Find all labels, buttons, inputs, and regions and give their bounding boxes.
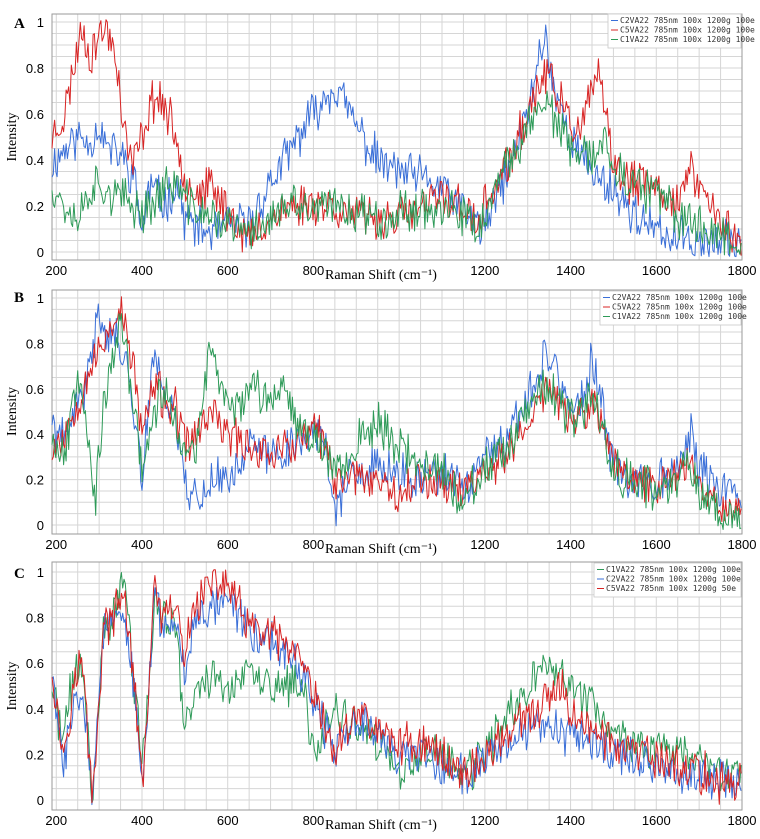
x-tick-label: 200 (45, 813, 67, 828)
y-tick-label: 0.8 (26, 611, 44, 626)
plot-frame (51, 13, 743, 261)
series-line-c-3 (51, 569, 742, 805)
legend-box (607, 13, 742, 49)
y-tick-label: 1 (37, 565, 44, 580)
x-axis-title: Raman Shift (cm⁻¹) (325, 268, 437, 283)
x-tick-label: 600 (217, 263, 239, 278)
y-tick-label: 0.4 (26, 427, 44, 442)
x-tick-label: 1200 (470, 537, 499, 552)
legend-entry: C2VA22 785nm 100x 1200g 100e (606, 575, 741, 584)
x-tick-label: 1200 (470, 263, 499, 278)
legend-entry: C5VA22 785nm 100x 1200g 50e (606, 584, 736, 593)
y-tick-label: 0.4 (26, 702, 44, 717)
series-line-a-1 (51, 24, 742, 258)
x-tick-label: 1600 (642, 263, 671, 278)
y-tick-label: 0.2 (26, 199, 44, 214)
y-tick-label: 0.6 (26, 107, 44, 122)
x-tick-label: 400 (131, 263, 153, 278)
x-tick-label: 800 (303, 537, 325, 552)
legend-entry: C2VA22 785nm 100x 1200g 100e (612, 293, 747, 302)
y-tick-label: 0.8 (26, 336, 44, 351)
x-tick-label: 1800 (728, 813, 757, 828)
x-tick-label: 1400 (556, 263, 585, 278)
y-tick-label: 0.2 (26, 747, 44, 762)
x-tick-label: 600 (217, 537, 239, 552)
legend-box (599, 290, 742, 326)
x-tick-label: 800 (303, 813, 325, 828)
x-tick-label: 1800 (728, 263, 757, 278)
y-tick-label: 0 (37, 245, 44, 260)
panel-label: A (14, 16, 25, 32)
series-line-a-2 (51, 19, 742, 256)
x-axis-title: Raman Shift (cm⁻¹) (325, 542, 437, 557)
x-tick-label: 400 (131, 813, 153, 828)
legend-entry: C1VA22 785nm 100x 1200g 100e (612, 312, 747, 321)
legend-entry: C1VA22 785nm 100x 1200g 100e (606, 565, 741, 574)
x-tick-label: 400 (131, 537, 153, 552)
x-tick-label: 600 (217, 813, 239, 828)
panel-label: B (14, 290, 24, 306)
series-line-b-3 (51, 313, 742, 530)
plot-frame (51, 561, 743, 811)
legend-entry: C5VA22 785nm 100x 1200g 100e (620, 26, 755, 35)
y-tick-label: 1 (37, 15, 44, 30)
y-tick-label: 0.6 (26, 656, 44, 671)
y-tick-label: 0.4 (26, 153, 44, 168)
y-tick-label: 0 (37, 793, 44, 808)
series-line-a-3 (51, 90, 742, 256)
x-tick-label: 1600 (642, 813, 671, 828)
series-line-c-2 (51, 586, 742, 806)
y-axis-title: Intensity (5, 387, 20, 436)
x-axis-title: Raman Shift (cm⁻¹) (325, 818, 437, 833)
x-tick-label: 200 (45, 537, 67, 552)
y-tick-label: 0.8 (26, 61, 44, 76)
grid (52, 290, 743, 534)
x-tick-label: 1400 (556, 537, 585, 552)
y-axis-title: Intensity (5, 662, 20, 711)
x-tick-label: 1600 (642, 537, 671, 552)
legend-entry: C5VA22 785nm 100x 1200g 100e (612, 303, 747, 312)
x-tick-label: 1400 (556, 813, 585, 828)
y-tick-label: 0 (37, 518, 44, 533)
y-tick-label: 0.6 (26, 382, 44, 397)
panel-label: C (14, 566, 25, 582)
y-tick-label: 0.2 (26, 473, 44, 488)
y-tick-label: 1 (37, 291, 44, 306)
x-tick-label: 200 (45, 263, 67, 278)
legend-entry: C1VA22 785nm 100x 1200g 100e (620, 35, 755, 44)
y-axis-title: Intensity (5, 113, 20, 162)
x-tick-label: 1200 (470, 813, 499, 828)
legend-entry: C2VA22 785nm 100x 1200g 100e (620, 16, 755, 25)
x-tick-label: 1800 (728, 537, 757, 552)
plot-frame (51, 289, 743, 535)
x-tick-label: 800 (303, 263, 325, 278)
legend-box (593, 562, 742, 598)
series-line-c-1 (51, 572, 742, 804)
